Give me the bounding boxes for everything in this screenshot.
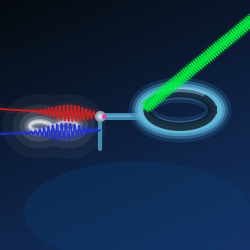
Ellipse shape bbox=[25, 162, 250, 250]
